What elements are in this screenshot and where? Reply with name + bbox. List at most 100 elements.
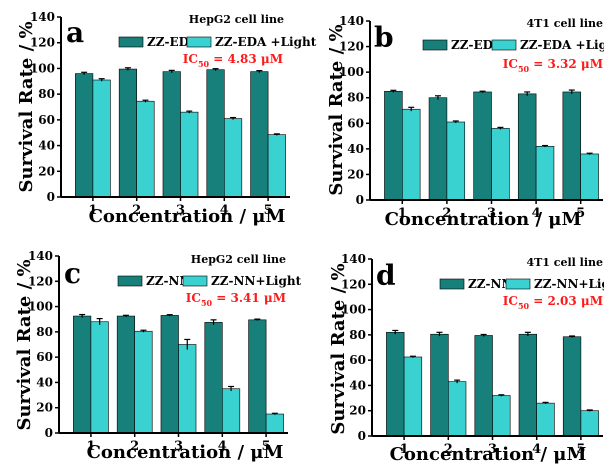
y-tick-label: 20 <box>349 404 366 418</box>
bar <box>248 319 267 434</box>
panel-label: d <box>376 259 396 292</box>
x-tick-label: 1 <box>398 206 407 221</box>
bar <box>73 315 92 434</box>
y-tick-label: 80 <box>347 91 364 105</box>
bar <box>447 381 467 437</box>
bar <box>491 128 510 201</box>
legend-label: ZZ-NN <box>468 277 512 291</box>
ic50-label: IC50 = 3.32 μM <box>503 57 603 74</box>
bar <box>492 395 511 437</box>
x-tick-label: 5 <box>576 442 585 457</box>
y-tick-label: 40 <box>36 375 53 389</box>
legend-label: ZZ-EDA +Light <box>520 38 604 52</box>
y-tick-label: 100 <box>339 65 364 79</box>
y-tick-label: 60 <box>347 116 364 130</box>
bar <box>92 79 111 198</box>
legend-swatch <box>505 278 531 290</box>
legend-swatch <box>491 39 517 51</box>
y-tick-label: 80 <box>38 87 55 101</box>
legend-swatch <box>422 39 448 51</box>
bar <box>517 93 537 201</box>
y-tick-label: 120 <box>341 277 366 291</box>
bar <box>250 71 269 198</box>
y-tick-label: 60 <box>38 113 55 127</box>
y-axis-title: Survival Rate / % <box>326 24 347 195</box>
bar <box>386 332 405 437</box>
legend-swatch <box>182 275 208 287</box>
y-tick-label: 120 <box>28 274 53 288</box>
y-tick-label: 80 <box>36 325 53 339</box>
x-tick-label: 3 <box>176 203 185 218</box>
panel-label: c <box>64 257 81 290</box>
y-tick-label: 100 <box>30 61 55 75</box>
x-tick-label: 3 <box>174 439 183 454</box>
bar <box>222 388 241 434</box>
y-tick-label: 0 <box>356 193 364 207</box>
y-tick-label: 100 <box>28 300 53 314</box>
y-tick-label: 20 <box>347 167 364 181</box>
y-tick-label: 20 <box>38 164 55 178</box>
x-tick-label: 4 <box>218 439 227 454</box>
x-axis-title: Concentration / μM <box>89 206 286 227</box>
bar <box>473 91 492 201</box>
y-tick-label: 0 <box>45 426 53 440</box>
x-tick-label: 4 <box>532 442 541 457</box>
y-tick-label: 60 <box>349 353 366 367</box>
y-axis-title: Survival Rate / % <box>328 263 349 434</box>
legend-swatch <box>186 36 212 48</box>
x-axis-title: Concentration / μM <box>87 442 284 463</box>
x-tick-label: 5 <box>576 206 585 221</box>
bar <box>535 146 555 201</box>
y-tick-label: 0 <box>47 190 55 204</box>
legend-swatch <box>439 278 465 290</box>
ic50-label: IC50 = 4.83 μM <box>183 52 283 69</box>
x-tick-label: 5 <box>262 439 271 454</box>
y-tick-label: 40 <box>349 378 366 392</box>
cell-line-label: HepG2 cell line <box>191 253 286 266</box>
legend-label: ZZ-EDA <box>451 38 503 52</box>
legend-label: ZZ-EDA <box>147 35 199 49</box>
bar <box>162 71 181 198</box>
bar <box>134 330 153 434</box>
bar <box>118 68 138 198</box>
bar <box>90 321 109 434</box>
cell-line-label: 4T1 cell line <box>526 256 603 269</box>
y-tick-label: 140 <box>28 249 53 263</box>
bar <box>224 118 243 198</box>
bar <box>518 333 538 437</box>
y-tick-label: 140 <box>30 10 55 24</box>
x-tick-label: 2 <box>444 442 453 457</box>
bar <box>536 402 555 437</box>
bar <box>580 153 599 201</box>
legend-swatch <box>118 36 144 48</box>
y-tick-label: 60 <box>36 350 53 364</box>
y-tick-label: 120 <box>339 40 364 54</box>
legend-label: ZZ-NN <box>146 274 190 288</box>
ic50-label: IC50 = 2.03 μM <box>503 294 603 311</box>
y-tick-label: 80 <box>349 328 366 342</box>
bar <box>384 91 403 201</box>
bar <box>265 413 284 434</box>
y-tick-label: 140 <box>341 252 366 266</box>
bar <box>580 410 599 437</box>
bar <box>430 333 449 437</box>
x-tick-label: 2 <box>442 206 451 221</box>
x-tick-label: 1 <box>86 439 95 454</box>
bar <box>562 91 581 201</box>
x-tick-label: 3 <box>488 442 497 457</box>
x-tick-label: 4 <box>220 203 229 218</box>
bar <box>267 134 286 198</box>
bar <box>136 100 155 198</box>
panel-label: b <box>374 21 394 54</box>
y-tick-label: 20 <box>36 401 53 415</box>
legend-label: ZZ-NN+Light <box>211 274 302 288</box>
bar <box>206 69 225 198</box>
y-tick-label: 40 <box>347 142 364 156</box>
bar <box>160 315 179 434</box>
y-tick-label: 140 <box>339 14 364 28</box>
y-tick-label: 0 <box>358 429 366 443</box>
y-axis-title: Survival Rate / % <box>14 259 35 430</box>
y-tick-label: 100 <box>341 303 366 317</box>
legend-swatch <box>117 275 143 287</box>
